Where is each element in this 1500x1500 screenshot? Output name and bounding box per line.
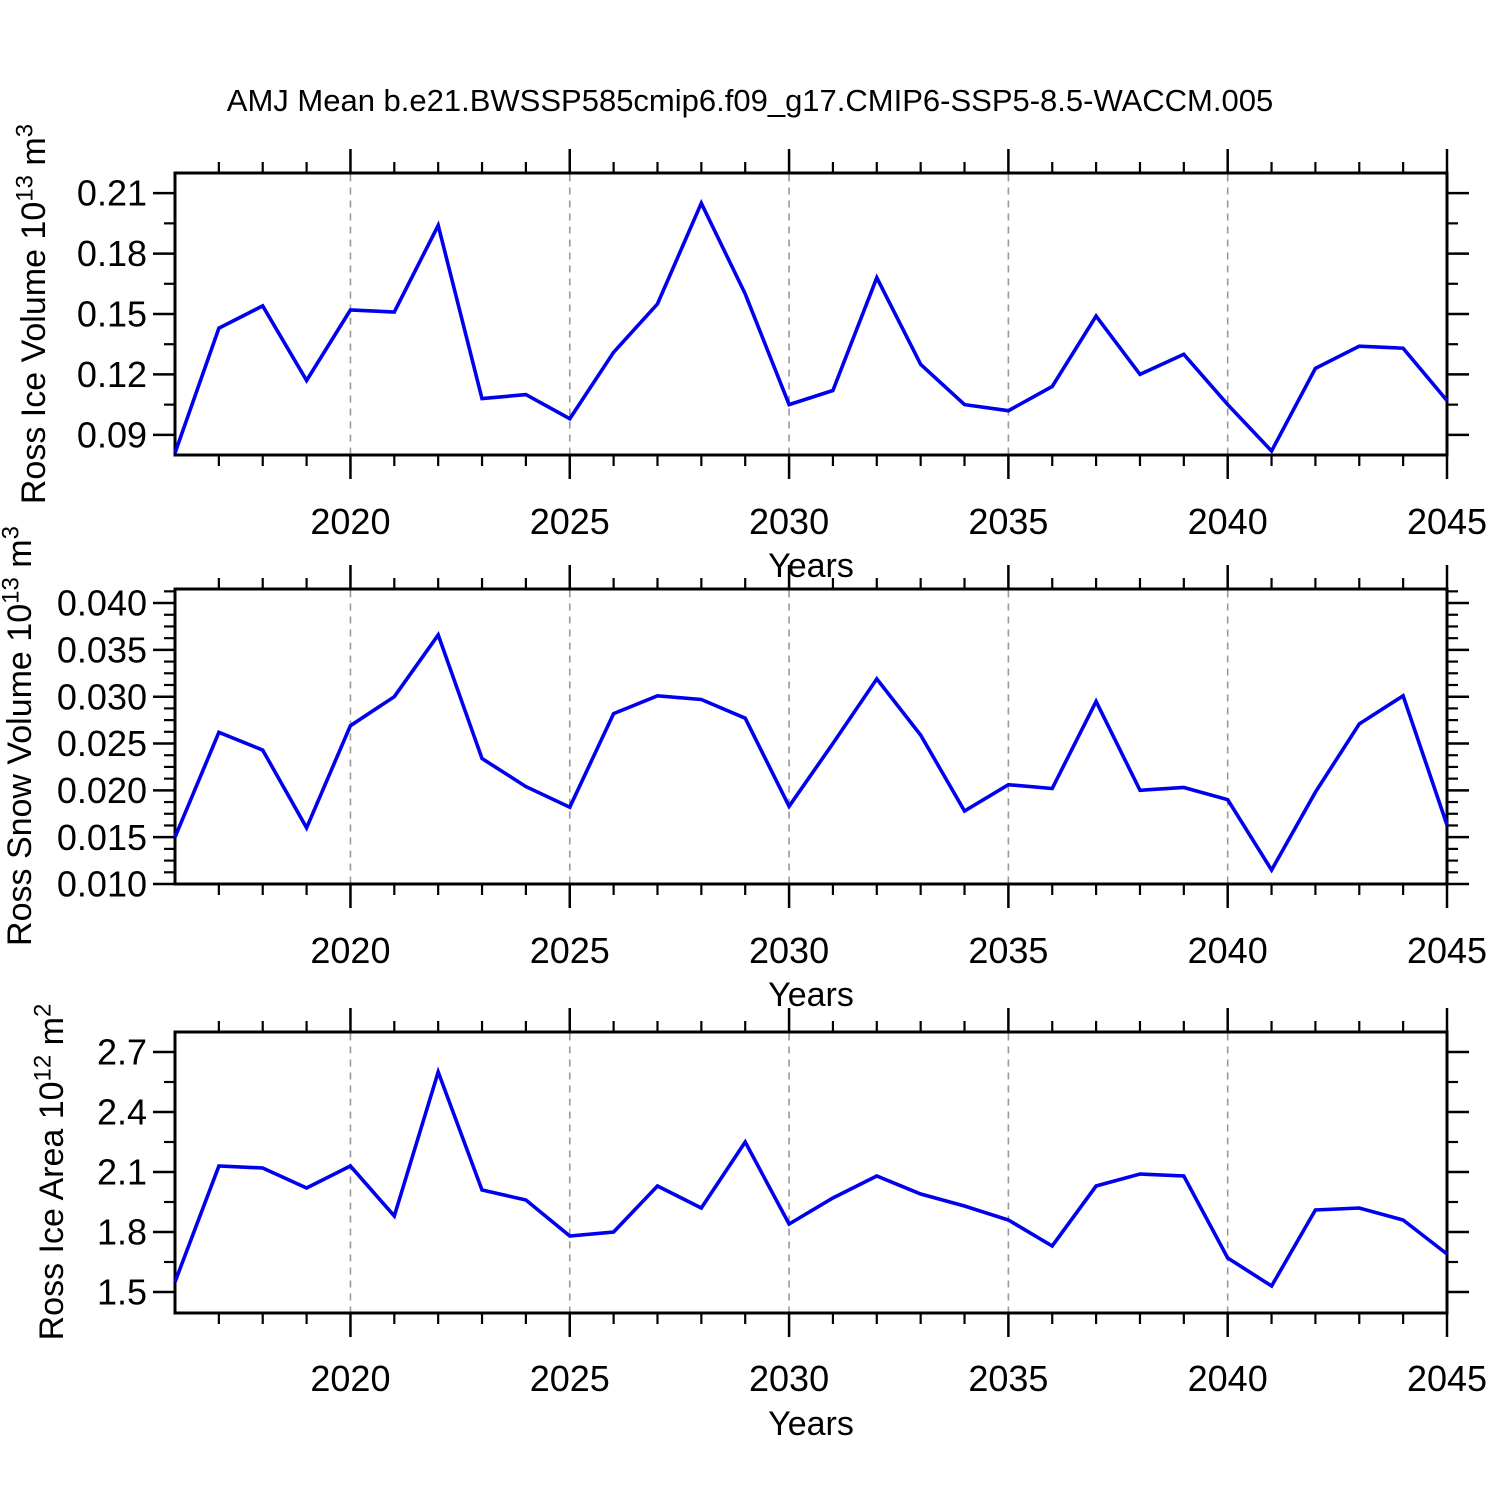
- ice-area-x-axis-title: Years: [768, 1405, 854, 1443]
- y-tick-label: 0.035: [57, 629, 147, 670]
- y-tick-label: 0.010: [57, 864, 147, 905]
- x-tick-label: 2025: [530, 501, 610, 542]
- x-tick-label: 2035: [968, 1358, 1048, 1399]
- x-tick-label: 2025: [530, 1358, 610, 1399]
- x-tick-label: 2035: [968, 930, 1048, 971]
- y-tick-label: 2.1: [97, 1152, 147, 1193]
- x-tick-label: 2040: [1188, 1358, 1268, 1399]
- y-tick-label: 0.030: [57, 676, 147, 717]
- x-tick-label: 2040: [1188, 930, 1268, 971]
- figure-title: AMJ Mean b.e21.BWSSP585cmip6.f09_g17.CMI…: [226, 83, 1274, 118]
- x-tick-label: 2030: [749, 1358, 829, 1399]
- x-tick-label: 2020: [310, 930, 390, 971]
- snow-volume-x-axis-title: Years: [768, 976, 854, 1014]
- ross-ice-area-line: [173, 1066, 1449, 1289]
- y-tick-label: 1.8: [97, 1212, 147, 1253]
- y-tick-label: 0.040: [57, 583, 147, 624]
- y-tick-label: 0.020: [57, 770, 147, 811]
- x-tick-label: 2045: [1407, 930, 1487, 971]
- y-tick-label: 0.21: [77, 173, 147, 214]
- y-tick-label: 1.5: [97, 1272, 147, 1313]
- y-tick-label: 0.015: [57, 817, 147, 858]
- x-tick-label: 2045: [1407, 1358, 1487, 1399]
- ice-volume-x-axis-title: Years: [768, 547, 854, 585]
- x-tick-label: 2045: [1407, 501, 1487, 542]
- y-tick-label: 0.15: [77, 294, 147, 335]
- y-tick-label: 0.12: [77, 354, 147, 395]
- y-tick-label: 2.4: [97, 1092, 147, 1133]
- x-tick-label: 2025: [530, 930, 610, 971]
- x-tick-label: 2020: [310, 501, 390, 542]
- x-tick-label: 2020: [310, 1358, 390, 1399]
- x-tick-label: 2030: [749, 930, 829, 971]
- plot-border: [173, 171, 1449, 457]
- ross-ice-volume-line: [173, 198, 1449, 455]
- y-tick-label: 2.7: [97, 1032, 147, 1073]
- plot-border: [173, 1030, 1449, 1315]
- plot-border: [173, 587, 1449, 886]
- y-tick-label: 0.09: [77, 414, 147, 455]
- ross-snow-volume-line: [173, 631, 1449, 874]
- x-tick-label: 2040: [1188, 501, 1268, 542]
- x-tick-label: 2030: [749, 501, 829, 542]
- x-tick-label: 2035: [968, 501, 1048, 542]
- y-tick-label: 0.18: [77, 233, 147, 274]
- y-tick-label: 0.025: [57, 723, 147, 764]
